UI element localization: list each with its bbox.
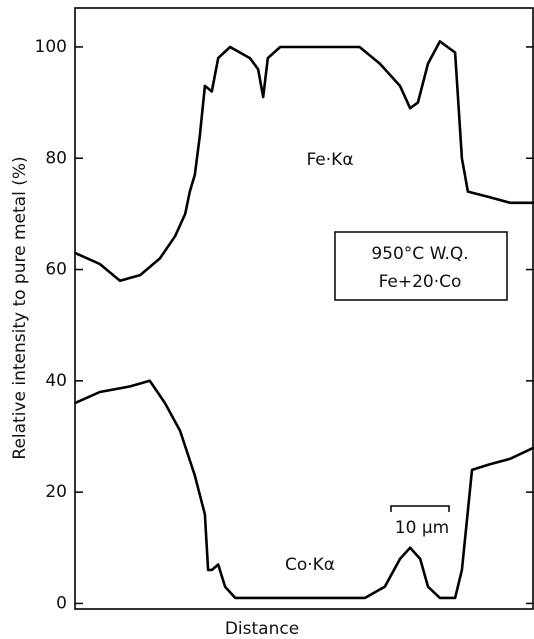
series-line <box>74 379 534 600</box>
y-tick-label: 60 <box>45 260 67 280</box>
scale-label: 10 μm <box>395 518 449 538</box>
scale-bar <box>390 505 450 512</box>
fe-label: Fe·Kα <box>306 150 353 170</box>
y-tick-label: 20 <box>45 482 67 502</box>
y-tick-label: 0 <box>56 593 67 613</box>
condition-line: 950°C W.Q. <box>371 244 468 264</box>
y-tick-label: 80 <box>45 148 67 168</box>
condition-line: Fe+20·Co <box>379 272 462 292</box>
y-axis-label: Relative intensity to pure metal (%) <box>10 156 30 459</box>
series-line <box>74 40 534 282</box>
y-tick-label: 100 <box>35 37 67 57</box>
condition-box <box>334 231 508 301</box>
x-axis-label: Distance <box>225 619 299 639</box>
y-tick-label: 40 <box>45 371 67 391</box>
plot-frame <box>74 7 534 610</box>
co-label: Co·Kα <box>285 555 335 575</box>
